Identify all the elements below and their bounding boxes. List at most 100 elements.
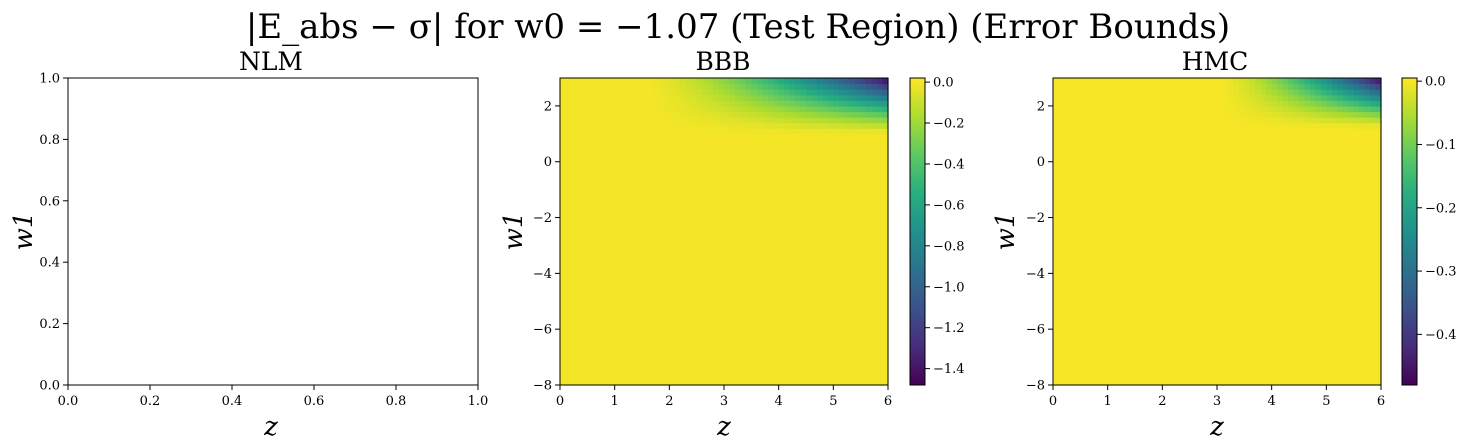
heatmap-cell (713, 133, 720, 140)
heatmap-cell (729, 301, 736, 308)
heatmap-cell (658, 318, 665, 325)
heatmap-cell (833, 167, 840, 174)
heatmap-cell (685, 357, 692, 364)
heatmap-cell (685, 100, 692, 107)
heatmap-cell (718, 184, 725, 191)
heatmap-cell (1167, 200, 1174, 207)
heatmap-cell (1135, 200, 1142, 207)
heatmap-cell (1173, 301, 1180, 308)
heatmap-cell (581, 144, 588, 152)
heatmap-cell (844, 200, 851, 207)
heatmap-cell (855, 334, 862, 341)
heatmap-cell (685, 323, 692, 330)
heatmap-cell (652, 256, 659, 263)
heatmap-cell (849, 228, 856, 235)
heatmap-cell (1167, 267, 1174, 274)
colorbar-tick-label: −1.4 (933, 362, 965, 377)
heatmap-cell (1074, 83, 1081, 90)
heatmap-cell (1053, 267, 1060, 274)
heatmap-cell (1107, 111, 1114, 118)
heatmap-cell (1195, 184, 1202, 191)
heatmap-cell (866, 345, 873, 353)
heatmap-cell (592, 150, 599, 157)
heatmap-cell (1151, 117, 1158, 124)
heatmap-cell (669, 105, 676, 113)
heatmap-cell (614, 351, 621, 358)
heatmap-cell (560, 161, 567, 168)
heatmap-cell (822, 373, 829, 381)
heatmap-cell (663, 161, 670, 168)
heatmap-cell (1118, 105, 1125, 113)
heatmap-cell (1102, 312, 1109, 319)
heatmap-cell (674, 189, 681, 196)
heatmap-cell (581, 362, 588, 369)
heatmap-cell (866, 178, 873, 185)
heatmap-cell (866, 167, 873, 174)
heatmap-cell (1058, 144, 1065, 152)
heatmap-cell (581, 368, 588, 375)
heatmap-cell (581, 306, 588, 314)
heatmap-cell (740, 161, 747, 168)
heatmap-cell (767, 340, 774, 347)
heatmap-cell (1195, 318, 1202, 325)
heatmap-cell (871, 117, 878, 124)
heatmap-cell (1085, 78, 1092, 85)
heatmap-cell (795, 78, 802, 85)
heatmap-cell (652, 234, 659, 241)
heatmap-cell (1118, 94, 1125, 101)
heatmap-cell (767, 284, 774, 291)
heatmap-cell (685, 262, 692, 269)
heatmap-cell (1069, 262, 1076, 269)
heatmap-cell (570, 295, 577, 302)
heatmap-cell (811, 217, 818, 224)
heatmap-cell (1058, 133, 1065, 140)
heatmap-cell (806, 89, 813, 96)
heatmap-cell (849, 184, 856, 191)
heatmap-cell (1124, 228, 1131, 235)
heatmap-cell (1156, 200, 1163, 207)
heatmap-cell (816, 94, 823, 101)
heatmap-cell (838, 329, 845, 336)
heatmap-cell (1107, 290, 1114, 297)
heatmap-cell (740, 273, 747, 280)
heatmap-cell (603, 318, 610, 325)
heatmap-cell (598, 228, 605, 235)
heatmap-cell (614, 189, 621, 196)
heatmap-cell (685, 301, 692, 308)
heatmap-cell (724, 83, 731, 90)
heatmap-cell (789, 139, 796, 146)
heatmap-cell (800, 362, 807, 369)
heatmap-cell (631, 78, 638, 85)
heatmap-cell (625, 239, 632, 247)
heatmap-cell (614, 172, 621, 180)
heatmap-cell (734, 89, 741, 96)
heatmap-cell (581, 345, 588, 353)
heatmap-cell (560, 273, 567, 280)
heatmap-cell (1118, 150, 1125, 157)
heatmap-cell (1140, 139, 1147, 146)
heatmap-cell (1135, 295, 1142, 302)
heatmap-cell (1069, 334, 1076, 341)
heatmap-cell (614, 156, 621, 163)
heatmap-cell (822, 239, 829, 247)
heatmap-cell (598, 373, 605, 381)
heatmap-cell (1069, 340, 1076, 347)
heatmap-cell (685, 156, 692, 163)
heatmap-cell (1156, 351, 1163, 358)
heatmap-cell (570, 379, 577, 386)
heatmap-cell (871, 362, 878, 369)
heatmap-cell (740, 94, 747, 101)
heatmap-cell (729, 329, 736, 336)
heatmap-cell (778, 167, 785, 174)
heatmap-cell (1085, 362, 1092, 369)
heatmap-cell (1195, 211, 1202, 219)
heatmap-cell (767, 239, 774, 247)
heatmap-cell (1195, 301, 1202, 308)
heatmap-cell (734, 172, 741, 180)
heatmap-cell (745, 334, 752, 341)
heatmap-cell (1129, 362, 1136, 369)
heatmap-cell (838, 178, 845, 185)
heatmap-cell (1124, 362, 1131, 369)
heatmap-cell (1156, 195, 1163, 202)
heatmap-cell (1118, 189, 1125, 196)
